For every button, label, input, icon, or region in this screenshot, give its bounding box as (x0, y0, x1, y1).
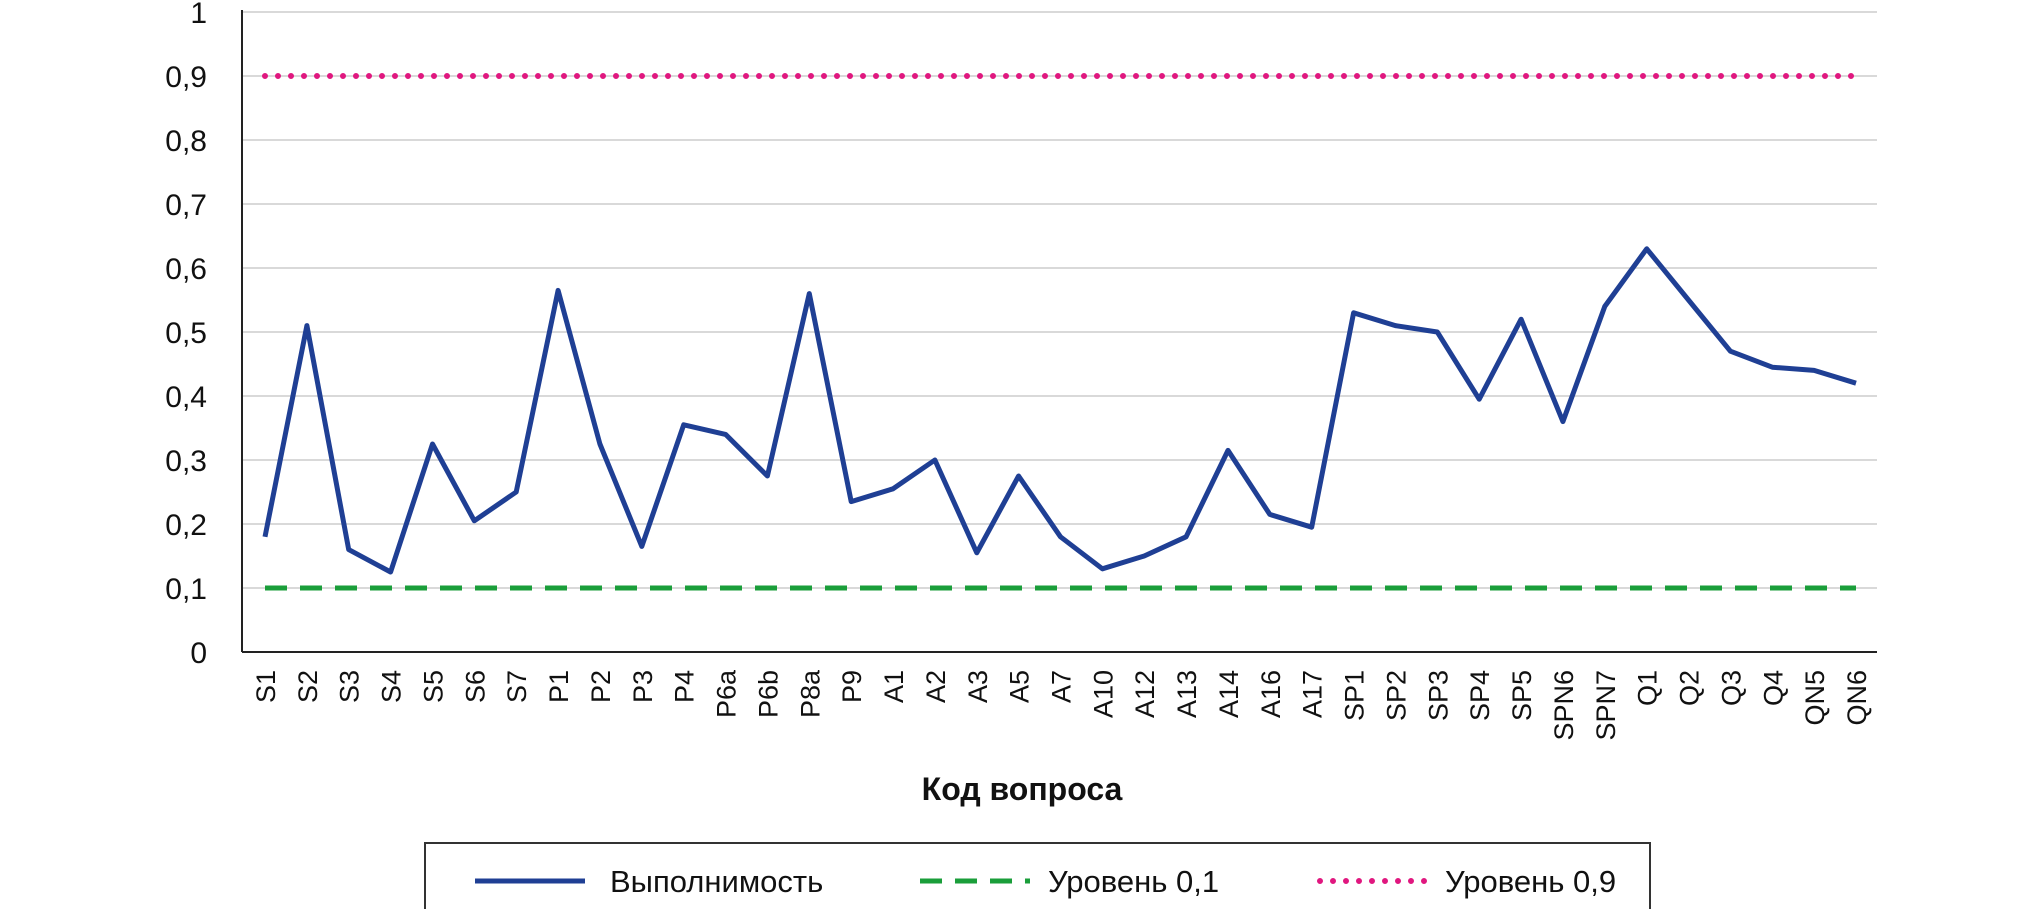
x-tick-label: QN5 (1800, 670, 1830, 726)
x-tick-label: SP5 (1507, 670, 1537, 721)
x-tick-label: P4 (670, 670, 700, 703)
legend: Выполнимость Уровень 0,1 Уровень 0,9 (424, 842, 1651, 909)
x-tick-label: S5 (418, 670, 448, 703)
x-tick-label: SP2 (1381, 670, 1411, 721)
x-tick-label: P9 (837, 670, 867, 703)
y-tick-label: 0,8 (165, 125, 207, 158)
y-tick-label: 1 (190, 0, 207, 30)
legend-label-2: Уровень 0,9 (1445, 864, 1616, 899)
y-tick-label: 0,1 (165, 573, 207, 606)
x-tick-label: S4 (377, 670, 407, 703)
x-tick-label: P6a (712, 669, 742, 718)
x-tick-label: A5 (1005, 670, 1035, 703)
legend-label-0: Выполнимость (610, 864, 823, 899)
x-tick-label: A14 (1214, 670, 1244, 718)
x-tick-label: S7 (502, 670, 532, 703)
x-tick-label: S1 (251, 670, 281, 703)
x-tick-label: P3 (628, 670, 658, 703)
x-tick-label: SPN7 (1591, 670, 1621, 741)
y-tick-label: 0,6 (165, 253, 207, 286)
x-tick-label: S6 (460, 670, 490, 703)
x-tick-label: P6b (753, 670, 783, 718)
x-tick-label: SP3 (1423, 670, 1453, 721)
legend-box (424, 842, 1651, 909)
x-tick-label: A1 (879, 670, 909, 703)
y-tick-labels: 0 0,1 0,2 0,3 0,4 0,5 0,6 0,7 0,8 0,9 1 (165, 0, 207, 670)
axes (241, 10, 1877, 653)
x-axis-title: Код вопроса (922, 771, 1123, 807)
x-tick-label: A12 (1130, 670, 1160, 718)
y-tick-label: 0,5 (165, 317, 207, 350)
x-tick-label: SP4 (1465, 670, 1495, 721)
x-tick-label: S2 (293, 670, 323, 703)
x-tick-label: A10 (1088, 670, 1118, 718)
x-tick-label: SP1 (1340, 670, 1370, 721)
x-tick-label: P2 (586, 670, 616, 703)
x-tick-label: A3 (963, 670, 993, 703)
legend-label-1: Уровень 0,1 (1048, 864, 1219, 899)
x-tick-label: S3 (335, 670, 365, 703)
y-tick-label: 0,3 (165, 445, 207, 478)
x-tick-label: Q3 (1716, 670, 1746, 706)
series-line-0 (262, 246, 1857, 575)
y-tick-label: 0,2 (165, 509, 207, 542)
x-tick-label: A13 (1172, 670, 1202, 718)
x-tick-labels: S1 S2 S3 S4 S5 S6 S7 P1 P2 P3 P4 P6a P6b P8a P9 A1 A2 A3 A… (251, 669, 1872, 741)
x-tick-label: A16 (1256, 670, 1286, 718)
x-tick-label: Q4 (1758, 670, 1788, 706)
y-tick-label: 0,9 (165, 61, 207, 94)
x-tick-label: P1 (544, 670, 574, 703)
x-tick-label: Q1 (1633, 670, 1663, 706)
grid (242, 11, 1877, 589)
x-tick-label: A2 (921, 670, 951, 703)
x-tick-label: P8a (795, 669, 825, 718)
series (262, 73, 1859, 591)
x-tick-label: A7 (1047, 670, 1077, 703)
x-tick-label: SPN6 (1549, 670, 1579, 741)
x-tick-label: QN6 (1842, 670, 1872, 726)
y-tick-label: 0 (190, 637, 207, 670)
x-tick-label: A17 (1298, 670, 1328, 718)
y-tick-label: 0,7 (165, 189, 207, 222)
x-tick-label: Q2 (1675, 670, 1705, 706)
y-tick-label: 0,4 (165, 381, 207, 414)
